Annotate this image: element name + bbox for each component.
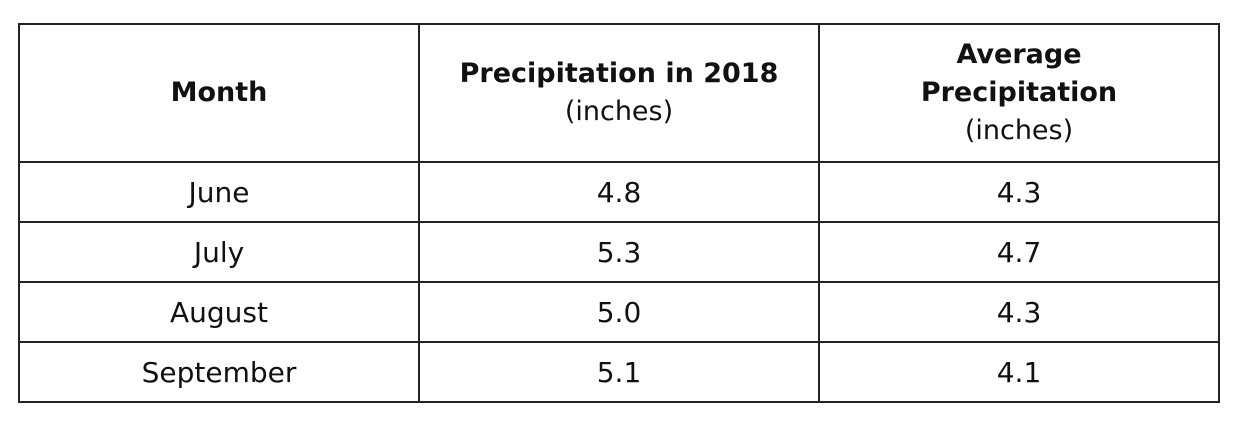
table-cell: July <box>18 221 420 283</box>
table-cell: 4.7 <box>818 221 1220 283</box>
header-unit: (inches) <box>964 115 1074 146</box>
table-cell: 5.3 <box>418 221 820 283</box>
table-cell: 4.1 <box>818 341 1220 403</box>
table-row: August 5.0 4.3 <box>18 281 1220 343</box>
table-cell: 5.0 <box>418 281 820 343</box>
table-row: September 5.1 4.1 <box>18 341 1220 403</box>
precipitation-table: Month Precipitation in 2018 (inches) Aver… <box>18 23 1220 403</box>
header-title: Average Precipitation <box>920 39 1118 108</box>
header-title: Precipitation in 2018 <box>459 58 779 89</box>
table-cell: 4.8 <box>418 161 820 223</box>
table-cell: 4.3 <box>818 281 1220 343</box>
header-unit: (inches) <box>564 96 674 127</box>
table-cell: 4.3 <box>818 161 1220 223</box>
table-cell: 5.1 <box>418 341 820 403</box>
table-row: July 5.3 4.7 <box>18 221 1220 283</box>
table-cell: August <box>18 281 420 343</box>
header-cell: Precipitation in 2018 (inches) <box>418 23 820 163</box>
header-cell: Month <box>18 23 420 163</box>
table-row: June 4.8 4.3 <box>18 161 1220 223</box>
table-cell: June <box>18 161 420 223</box>
header-row: Month Precipitation in 2018 (inches) Aver… <box>18 23 1220 163</box>
header-cell: Average Precipitation (inches) <box>818 23 1220 163</box>
table-cell: September <box>18 341 420 403</box>
table-body: June 4.8 4.3 July 5.3 4.7 August 5.0 4.3 Septembe… <box>18 161 1220 403</box>
header-title: Month <box>170 77 268 108</box>
